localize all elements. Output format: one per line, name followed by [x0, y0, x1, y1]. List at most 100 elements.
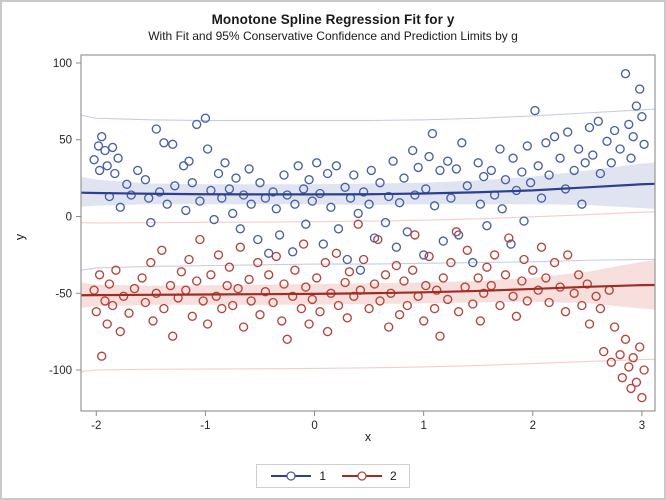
scatter-point-group-1 — [517, 167, 527, 177]
scatter-point-group-1 — [631, 101, 642, 111]
scatter-point-group-1 — [274, 230, 285, 240]
scatter-point-group-2 — [615, 350, 625, 360]
scatter-point-group-2 — [353, 219, 363, 229]
scatter-point-group-1 — [595, 168, 606, 179]
scatter-point-group-1 — [525, 178, 536, 188]
scatter-point-group-1 — [569, 165, 579, 176]
scatter-point-group-2 — [451, 227, 462, 237]
scatter-point-group-2 — [253, 257, 263, 268]
scatter-point-group-2 — [94, 270, 105, 280]
scatter-point-group-1 — [384, 191, 394, 202]
scatter-point-group-1 — [427, 128, 438, 139]
scatter-point-group-2 — [104, 279, 115, 289]
x-tick-label: 1 — [420, 420, 426, 432]
scatter-point-group-1 — [533, 161, 543, 171]
scatter-point-group-1 — [110, 168, 120, 179]
scatter-point-group-1 — [115, 202, 125, 212]
scatter-point-group-1 — [168, 139, 178, 149]
scatter-point-group-1 — [353, 208, 363, 219]
scatter-point-group-2 — [609, 322, 620, 332]
scatter-point-group-2 — [424, 251, 434, 262]
scatter-point-group-1 — [549, 132, 560, 142]
scatter-point-group-2 — [635, 342, 645, 352]
scatter-point-group-1 — [530, 105, 540, 116]
scatter-point-group-1 — [264, 248, 274, 258]
scatter-point-group-2 — [511, 311, 522, 321]
scatter-point-group-2 — [146, 257, 156, 268]
scatter-point-group-2 — [541, 273, 551, 283]
scatter-point-group-1 — [408, 145, 418, 156]
scatter-point-group-1 — [162, 199, 172, 209]
scatter-point-group-2 — [344, 267, 355, 277]
scatter-point-group-2 — [342, 313, 352, 323]
scatter-point-group-2 — [206, 270, 216, 280]
scatter-point-group-2 — [187, 311, 197, 321]
scatter-point-group-2 — [438, 273, 448, 283]
confidence-band-group-2 — [81, 260, 655, 310]
scatter-point-group-1 — [318, 239, 328, 249]
scatter-point-group-1 — [290, 199, 300, 209]
scatter-point-group-2 — [373, 234, 383, 245]
scatter-point-group-1 — [255, 178, 265, 188]
scatter-point-group-1 — [577, 199, 587, 209]
scatter-point-group-2 — [282, 334, 292, 344]
legend-label-group-1: 1 — [319, 469, 326, 483]
scatter-point-group-2 — [528, 265, 538, 275]
scatter-point-group-1 — [635, 84, 645, 94]
scatter-point-group-1 — [388, 156, 398, 166]
scatter-point-group-2 — [202, 319, 213, 329]
scatter-point-group-1 — [293, 161, 303, 171]
scatter-point-group-1 — [326, 202, 336, 212]
scatter-point-group-1 — [213, 168, 224, 179]
scatter-point-group-1 — [541, 138, 551, 148]
scatter-point-group-1 — [200, 113, 211, 123]
scatter-point-group-2 — [591, 291, 601, 301]
scatter-point-group-1 — [457, 138, 467, 148]
scatter-point-group-2 — [333, 300, 344, 311]
scatter-point-group-2 — [384, 322, 394, 332]
confidence-band-group-1 — [81, 162, 655, 209]
fit-line-group-1 — [80, 182, 656, 196]
scatter-point-group-2 — [631, 377, 642, 387]
scatter-point-group-1 — [413, 162, 423, 173]
scatter-point-group-1 — [482, 221, 492, 231]
scatter-point-group-2 — [489, 250, 500, 260]
scatter-point-group-1 — [355, 265, 366, 275]
scatter-point-group-2 — [475, 316, 486, 326]
scatter-point-group-1 — [544, 170, 554, 180]
scatter-point-group-2 — [129, 283, 140, 294]
scatter-point-group-2 — [277, 316, 287, 326]
scatter-point-group-1 — [126, 190, 136, 200]
scatter-point-group-1 — [195, 196, 205, 206]
scatter-point-group-2 — [307, 294, 317, 305]
scatter-point-group-1 — [279, 170, 289, 180]
scatter-point-group-2 — [151, 288, 161, 298]
scatter-point-group-2 — [91, 307, 101, 317]
scatter-point-group-1 — [304, 175, 314, 185]
scatter-point-group-1 — [178, 161, 189, 171]
scatter-point-group-2 — [595, 303, 606, 314]
scatter-point-group-1 — [246, 199, 256, 209]
scatter-point-group-2 — [290, 265, 300, 275]
scatter-point-group-2 — [533, 285, 543, 295]
scatter-point-group-2 — [517, 276, 527, 286]
scatter-point-group-1 — [475, 199, 486, 209]
scatter-point-group-1 — [100, 145, 110, 156]
scatter-point-group-1 — [231, 173, 241, 183]
scatter-point-group-1 — [187, 178, 197, 188]
scatter-point-group-2 — [213, 250, 224, 260]
scatter-point-group-1 — [288, 247, 298, 257]
scatter-point-group-1 — [298, 184, 309, 194]
scatter-point-group-2 — [435, 331, 445, 341]
scatter-point-group-2 — [279, 279, 289, 289]
scatter-point-group-1 — [637, 112, 647, 122]
scatter-point-group-2 — [582, 279, 592, 289]
legend-item-group-1: 1 — [269, 469, 326, 483]
y-tick-label: -50 — [55, 288, 72, 300]
scatter-point-group-2 — [301, 282, 311, 292]
scatter-point-group-1 — [140, 175, 151, 185]
scatter-point-group-1 — [312, 158, 322, 168]
scatter-point-group-2 — [560, 307, 571, 317]
scatter-point-group-2 — [298, 239, 309, 249]
